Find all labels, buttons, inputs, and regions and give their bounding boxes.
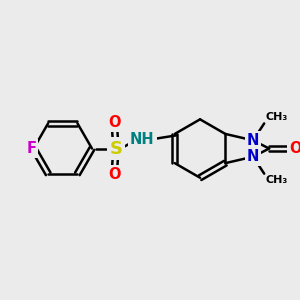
Text: O: O <box>289 141 300 156</box>
Text: CH₃: CH₃ <box>266 176 288 185</box>
Text: O: O <box>108 115 121 130</box>
Text: F: F <box>26 141 36 156</box>
Text: O: O <box>108 167 121 182</box>
Text: S: S <box>110 140 122 158</box>
Text: NH: NH <box>130 132 154 147</box>
Text: N: N <box>247 149 259 164</box>
Text: CH₃: CH₃ <box>266 112 288 122</box>
Text: N: N <box>247 133 259 148</box>
